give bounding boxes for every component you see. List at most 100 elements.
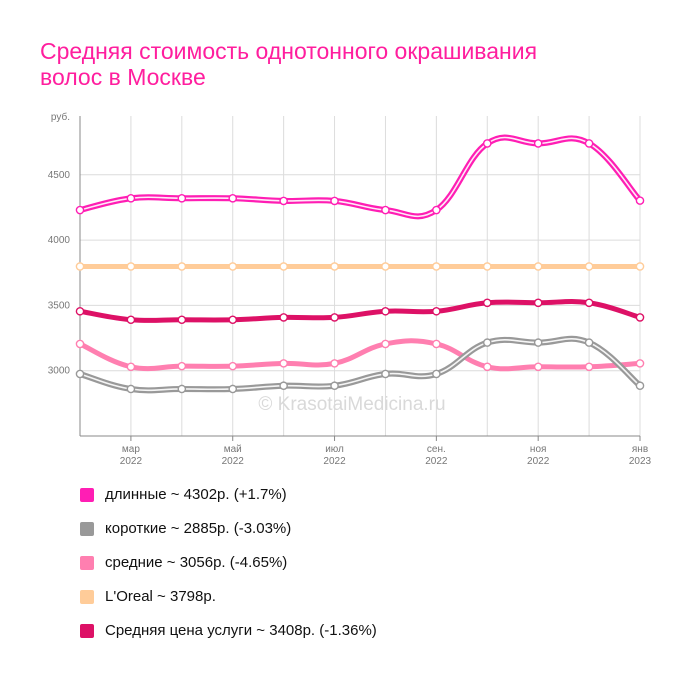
legend-item-srednie[interactable]: средние ~ 3056р. (-4.65%) [80,550,640,584]
data-point-srednyaya [126,315,136,325]
legend-swatch [80,590,94,604]
legend-label: средние ~ 3056р. (-4.65%) [105,554,288,571]
data-point-loreal [482,262,492,271]
data-point-korotkie [482,338,492,347]
data-point-korotkie [432,369,441,379]
legend-item-loreal[interactable]: L'Oreal ~ 3798р. [80,584,640,618]
x-tick-label-year: 2022 [222,456,245,467]
legend-swatch [80,624,94,638]
data-point-srednyaya [584,298,594,308]
data-point-srednyaya [482,298,492,308]
legend-label: длинные ~ 4302р. (+1.7%) [105,486,287,503]
data-point-dlinnye [228,193,238,203]
x-tick-label-month: янв [632,444,648,455]
data-point-srednie [584,362,594,372]
series-line-srednyaya [77,298,643,324]
x-tick-label-year: 2023 [629,456,652,467]
x-tick-label-month: сен. [427,444,446,455]
series-line-srednie [77,338,643,372]
data-point-srednyaya [330,313,339,322]
data-point-loreal [75,262,85,271]
data-point-srednie [177,361,187,371]
data-point-loreal [330,262,339,271]
series-line-dlinnye [77,134,643,220]
y-tick-label: 3500 [48,300,71,311]
line-chart: © KrasotaiMedicina.ru 3000350040004500ру… [48,111,652,467]
data-point-korotkie [126,384,136,394]
data-point-dlinnye [635,196,645,205]
data-point-srednyaya [533,298,543,308]
y-tick-label: 4500 [48,170,71,181]
data-point-loreal [126,262,136,271]
x-tick-label-year: 2022 [120,456,143,467]
data-point-dlinnye [432,205,441,215]
x-tick-label-month: ноя [530,444,547,455]
legend: длинные ~ 4302р. (+1.7%) короткие ~ 2885… [80,482,640,652]
data-point-srednyaya [381,306,390,316]
chart-title-line-1: Средняя стоимость однотонного окрашивани… [40,38,538,64]
data-point-dlinnye [482,139,492,148]
data-point-loreal [635,262,645,271]
data-point-srednyaya [432,306,441,316]
data-point-korotkie [533,338,543,347]
data-point-srednie [228,361,238,371]
data-point-srednie [330,359,339,368]
data-point-korotkie [228,384,238,394]
data-point-srednyaya [635,313,645,322]
x-tick-label-month: мар [122,444,140,455]
data-point-srednie [75,339,85,349]
data-point-korotkie [279,381,288,391]
data-point-dlinnye [330,196,339,206]
data-point-loreal [432,262,441,271]
data-point-srednie [482,362,492,372]
chart-title: Средняя стоимость однотонного окрашивани… [40,38,660,90]
data-point-srednie [635,359,645,368]
y-tick-label: 3000 [48,366,71,377]
data-point-srednyaya [279,313,288,322]
data-point-dlinnye [533,139,543,148]
grid [79,116,641,436]
y-axis-unit-label: руб. [51,111,70,123]
data-point-korotkie [330,381,339,391]
data-point-srednie [533,362,543,372]
data-point-dlinnye [75,205,85,215]
data-point-loreal [584,262,594,271]
legend-label: короткие ~ 2885р. (-3.03%) [105,520,292,537]
watermark: © KrasotaiMedicina.ru [258,394,445,415]
data-point-korotkie [381,369,390,379]
points-layer [75,139,645,394]
data-point-srednie [126,362,136,372]
x-tick-label-year: 2022 [425,456,448,467]
data-point-srednie [279,359,288,368]
data-point-srednyaya [75,306,85,316]
axes: 3000350040004500руб.мар2022май2022июл202… [48,111,652,467]
data-point-srednie [432,339,441,349]
data-point-korotkie [584,338,594,347]
data-point-dlinnye [126,193,136,203]
legend-item-srednyaya[interactable]: Средняя цена услуги ~ 3408р. (-1.36%) [80,618,640,652]
x-tick-label-month: июл [325,444,344,455]
legend-swatch [80,488,94,502]
data-point-dlinnye [381,205,390,215]
x-tick-label-year: 2022 [323,456,346,467]
legend-swatch [80,556,94,570]
data-point-loreal [228,262,238,271]
data-point-srednie [381,339,390,349]
data-point-loreal [533,262,543,271]
data-point-loreal [177,262,187,271]
data-point-loreal [381,262,390,271]
data-point-dlinnye [279,196,288,206]
x-tick-label-month: май [224,444,242,455]
data-point-korotkie [635,381,645,391]
legend-item-dlinnye[interactable]: длинные ~ 4302р. (+1.7%) [80,482,640,516]
data-point-srednyaya [177,315,187,325]
y-tick-label: 4000 [48,235,71,246]
data-point-dlinnye [584,139,594,148]
data-point-dlinnye [177,193,187,203]
data-point-korotkie [75,369,85,379]
legend-item-korotkie[interactable]: короткие ~ 2885р. (-3.03%) [80,516,640,550]
series-srednyaya [77,298,643,324]
series-srednie [77,338,643,372]
x-tick-label-year: 2022 [527,456,550,467]
series-dlinnye [77,134,643,220]
